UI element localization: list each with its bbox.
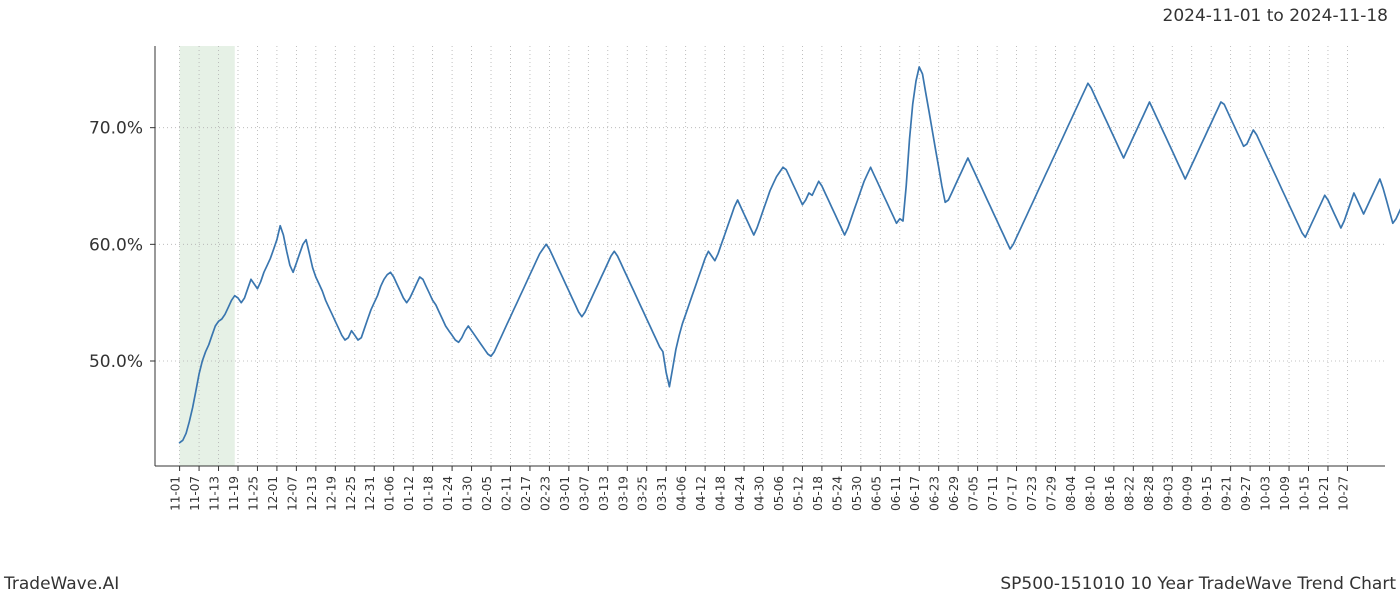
svg-text:11-25: 11-25: [246, 476, 260, 511]
svg-text:10-09: 10-09: [1278, 476, 1292, 511]
svg-text:12-01: 12-01: [266, 476, 280, 511]
svg-text:07-05: 07-05: [967, 476, 981, 511]
svg-text:03-01: 03-01: [558, 476, 572, 511]
svg-text:12-07: 12-07: [285, 476, 299, 511]
svg-text:08-04: 08-04: [1064, 476, 1078, 511]
svg-text:05-06: 05-06: [772, 476, 786, 511]
svg-text:08-16: 08-16: [1103, 476, 1117, 511]
svg-text:09-09: 09-09: [1181, 476, 1195, 511]
svg-text:11-07: 11-07: [188, 476, 202, 511]
svg-text:02-05: 02-05: [480, 476, 494, 511]
svg-text:04-12: 04-12: [694, 476, 708, 511]
svg-text:06-23: 06-23: [928, 476, 942, 511]
svg-text:01-30: 01-30: [461, 476, 475, 511]
svg-text:06-17: 06-17: [908, 476, 922, 511]
svg-text:10-15: 10-15: [1297, 476, 1311, 511]
svg-text:02-11: 02-11: [499, 476, 513, 511]
svg-text:04-06: 04-06: [675, 476, 689, 511]
svg-text:11-01: 11-01: [169, 476, 183, 511]
svg-text:03-19: 03-19: [616, 476, 630, 511]
svg-text:01-06: 01-06: [383, 476, 397, 511]
svg-text:04-30: 04-30: [753, 476, 767, 511]
svg-text:06-05: 06-05: [869, 476, 883, 511]
svg-text:09-15: 09-15: [1200, 476, 1214, 511]
date-range-label: 2024-11-01 to 2024-11-18: [1163, 6, 1388, 26]
svg-text:05-24: 05-24: [830, 476, 844, 511]
chart-svg: 50.0% 60.0% 70.0% 11-01 11-07 11-13 11-19 11-25…: [0, 34, 1400, 564]
svg-text:02-17: 02-17: [519, 476, 533, 511]
svg-text:09-21: 09-21: [1220, 476, 1234, 511]
svg-text:08-22: 08-22: [1122, 476, 1136, 511]
svg-text:05-30: 05-30: [850, 476, 864, 511]
trend-chart: 50.0% 60.0% 70.0% 11-01 11-07 11-13 11-19 11-25…: [0, 34, 1400, 564]
svg-text:10-03: 10-03: [1259, 476, 1273, 511]
svg-text:06-29: 06-29: [947, 476, 961, 511]
svg-text:50.0%: 50.0%: [89, 352, 143, 372]
svg-text:70.0%: 70.0%: [89, 119, 143, 139]
svg-text:11-13: 11-13: [208, 476, 222, 511]
svg-text:04-24: 04-24: [733, 476, 747, 511]
svg-text:03-13: 03-13: [597, 476, 611, 511]
svg-text:03-07: 03-07: [577, 476, 591, 511]
svg-text:09-27: 09-27: [1239, 476, 1253, 511]
svg-text:12-25: 12-25: [344, 476, 358, 511]
svg-text:07-29: 07-29: [1044, 476, 1058, 511]
svg-text:11-19: 11-19: [227, 476, 241, 511]
svg-text:12-19: 12-19: [324, 476, 338, 511]
svg-text:04-18: 04-18: [714, 476, 728, 511]
svg-text:01-12: 01-12: [402, 476, 416, 511]
svg-text:03-25: 03-25: [636, 476, 650, 511]
chart-title-label: SP500-151010 10 Year TradeWave Trend Cha…: [1000, 574, 1396, 594]
svg-text:10-21: 10-21: [1317, 476, 1331, 511]
svg-text:01-18: 01-18: [422, 476, 436, 511]
svg-text:07-11: 07-11: [986, 476, 1000, 511]
brand-label: TradeWave.AI: [4, 574, 119, 594]
svg-text:08-10: 08-10: [1083, 476, 1097, 511]
svg-text:07-23: 07-23: [1025, 476, 1039, 511]
svg-text:02-23: 02-23: [538, 476, 552, 511]
svg-text:12-13: 12-13: [305, 476, 319, 511]
svg-text:10-27: 10-27: [1336, 476, 1350, 511]
svg-text:01-24: 01-24: [441, 476, 455, 511]
svg-text:03-31: 03-31: [655, 476, 669, 511]
svg-text:60.0%: 60.0%: [89, 235, 143, 255]
svg-text:08-28: 08-28: [1142, 476, 1156, 511]
svg-text:12-31: 12-31: [363, 476, 377, 511]
svg-text:05-12: 05-12: [791, 476, 805, 511]
svg-text:09-03: 09-03: [1161, 476, 1175, 511]
svg-text:05-18: 05-18: [811, 476, 825, 511]
svg-text:07-17: 07-17: [1006, 476, 1020, 511]
svg-text:06-11: 06-11: [889, 476, 903, 511]
